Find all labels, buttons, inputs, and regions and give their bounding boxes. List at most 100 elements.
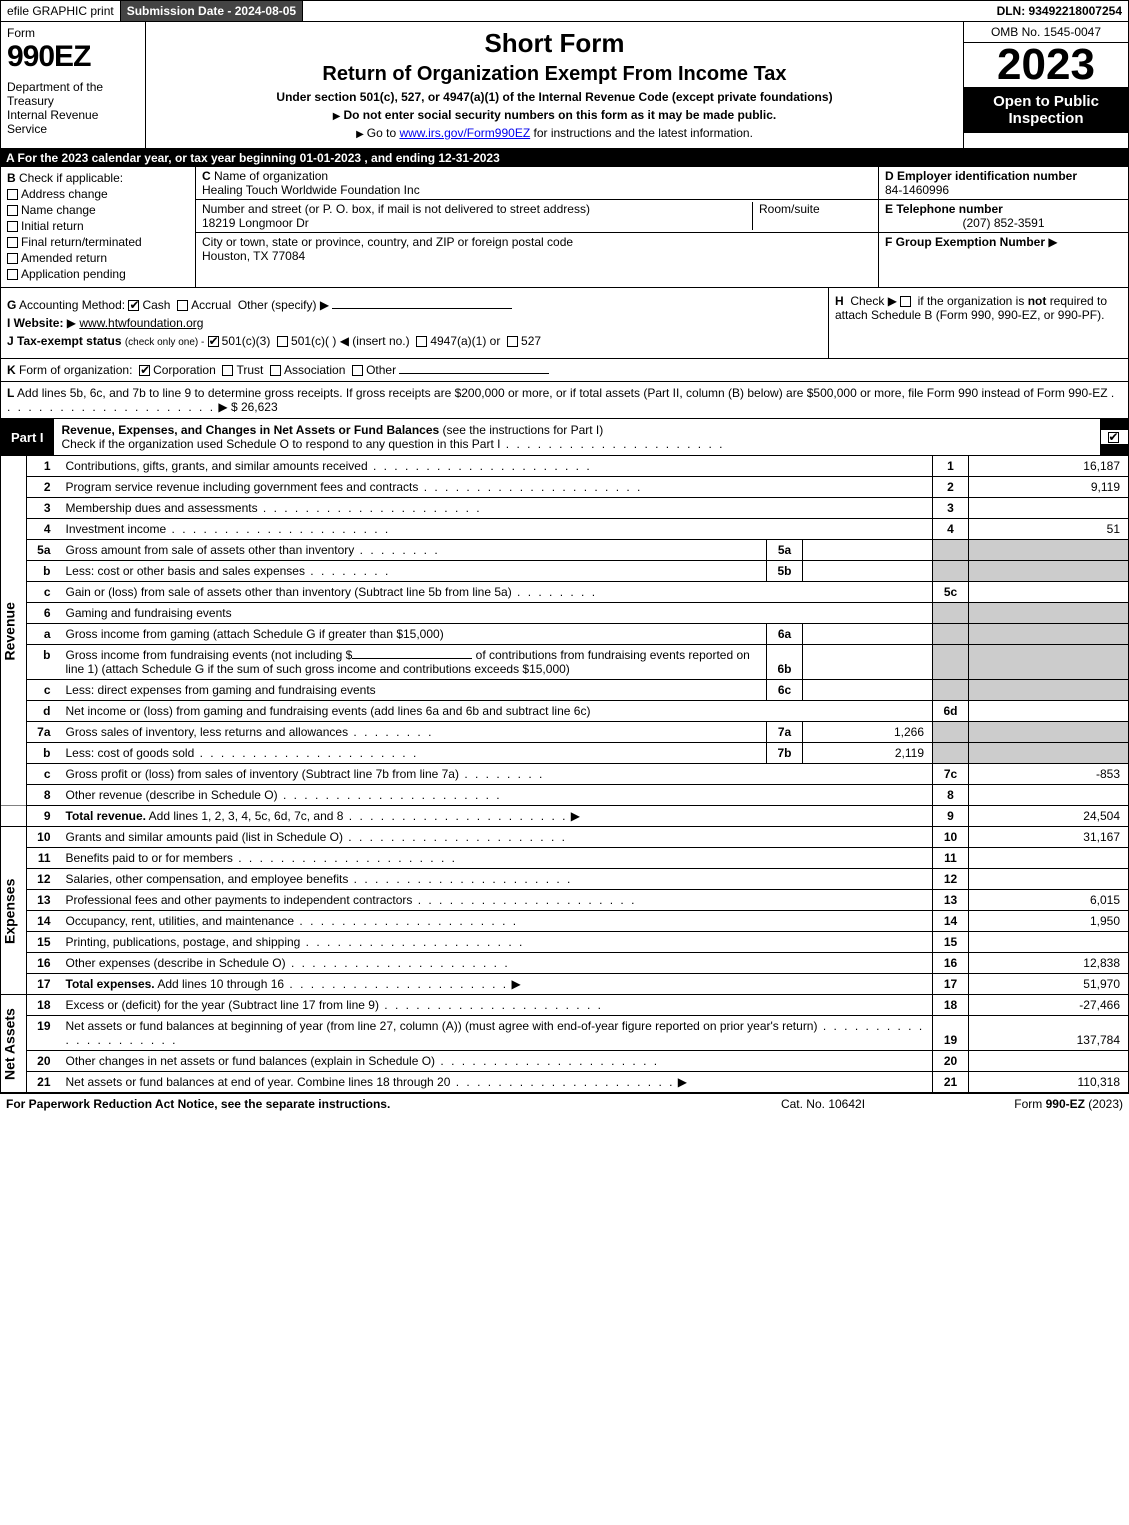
line-refnum: 8	[933, 785, 969, 806]
line-num: 21	[27, 1072, 61, 1093]
line-refnum: 5c	[933, 582, 969, 603]
line-value: 110,318	[969, 1072, 1129, 1093]
header-center: Short Form Return of Organization Exempt…	[146, 22, 963, 148]
line-subval: 1,266	[803, 722, 933, 743]
ssn-warning: Do not enter social security numbers on …	[154, 108, 955, 122]
line-num: 16	[27, 953, 61, 974]
section-b: B Check if applicable: Address change Na…	[1, 167, 196, 287]
checkbox-icon	[7, 253, 18, 264]
submission-date-label: Submission Date - 2024-08-05	[121, 1, 303, 21]
line-value: 9,119	[969, 477, 1129, 498]
checkbox-527[interactable]	[507, 336, 518, 347]
h-label: H	[835, 294, 844, 308]
checkbox-accrual[interactable]	[177, 300, 188, 311]
line-value: -853	[969, 764, 1129, 785]
part1-checkbox-cell	[1100, 430, 1128, 444]
line-refnum: 14	[933, 911, 969, 932]
line-desc: Gross income from fundraising events (no…	[61, 645, 767, 680]
side-blank	[1, 806, 27, 827]
form-number: 990EZ	[7, 40, 139, 74]
line-subval	[803, 680, 933, 701]
k-label: K	[7, 363, 16, 377]
line-refnum: 18	[933, 995, 969, 1016]
line-num: 14	[27, 911, 61, 932]
line-subnum: 5b	[767, 561, 803, 582]
footer-right: Form 990-EZ (2023)	[923, 1097, 1123, 1111]
line-refnum: 1	[933, 456, 969, 477]
line-desc: Total expenses. Add lines 10 through 16 …	[61, 974, 933, 995]
line-num: 15	[27, 932, 61, 953]
opt-amended-return[interactable]: Amended return	[7, 251, 189, 265]
opt-address-change[interactable]: Address change	[7, 187, 189, 201]
expenses-side-label: Expenses	[1, 827, 27, 995]
line-value: -27,466	[969, 995, 1129, 1016]
form-subtitle: Under section 501(c), 527, or 4947(a)(1)…	[154, 90, 955, 104]
line-desc: Total revenue. Add lines 1, 2, 3, 4, 5c,…	[61, 806, 933, 827]
public-inspection-label: Open to Public Inspection	[964, 87, 1128, 133]
efile-print-label[interactable]: efile GRAPHIC print	[1, 1, 121, 21]
line-num: b	[27, 645, 61, 680]
line-desc: Gross sales of inventory, less returns a…	[61, 722, 767, 743]
checkbox-4947[interactable]	[416, 336, 427, 347]
checkbox-other-org[interactable]	[352, 365, 363, 376]
opt-name-change[interactable]: Name change	[7, 203, 189, 217]
section-ghij: G Accounting Method: Cash Accrual Other …	[0, 288, 1129, 359]
line-value: 6,015	[969, 890, 1129, 911]
netassets-side-label: Net Assets	[1, 995, 27, 1093]
checkbox-cash[interactable]	[128, 300, 139, 311]
line-desc: Gaming and fundraising events	[61, 603, 933, 624]
checkbox-501c3[interactable]	[208, 336, 219, 347]
line-subval	[803, 645, 933, 680]
line-value	[969, 932, 1129, 953]
line-subval	[803, 624, 933, 645]
line-desc: Program service revenue including govern…	[61, 477, 933, 498]
shaded-cell	[933, 540, 969, 561]
b-check-label: Check if applicable:	[19, 171, 123, 185]
street-label: Number and street (or P. O. box, if mail…	[202, 202, 590, 216]
part1-table: Revenue 1 Contributions, gifts, grants, …	[0, 456, 1129, 1093]
line-num: c	[27, 582, 61, 603]
line-num: 11	[27, 848, 61, 869]
line-value	[969, 869, 1129, 890]
g-text: Accounting Method:	[19, 298, 125, 312]
shaded-cell	[969, 540, 1129, 561]
opt-initial-return[interactable]: Initial return	[7, 219, 189, 233]
header-right: OMB No. 1545-0047 2023 Open to Public In…	[963, 22, 1128, 148]
checkbox-501c[interactable]	[277, 336, 288, 347]
line-desc: Professional fees and other payments to …	[61, 890, 933, 911]
checkbox-corp[interactable]	[139, 365, 150, 376]
line-value	[969, 785, 1129, 806]
line-refnum: 13	[933, 890, 969, 911]
line-desc: Net income or (loss) from gaming and fun…	[61, 701, 933, 722]
line-subnum: 6b	[767, 645, 803, 680]
shaded-cell	[933, 645, 969, 680]
line-num: b	[27, 743, 61, 764]
form-title-1: Short Form	[154, 28, 955, 59]
phone-value: (207) 852-3591	[885, 216, 1122, 230]
line-desc: Gross profit or (loss) from sales of inv…	[61, 764, 933, 785]
opt-application-pending[interactable]: Application pending	[7, 267, 189, 281]
line-value: 16,187	[969, 456, 1129, 477]
instructions-link-line: Go to www.irs.gov/Form990EZ for instruct…	[154, 126, 955, 140]
line-refnum: 12	[933, 869, 969, 890]
checkbox-schedule-o[interactable]	[1108, 432, 1119, 443]
city-label: City or town, state or province, country…	[202, 235, 573, 249]
checkbox-icon	[7, 269, 18, 280]
irs-link[interactable]: www.irs.gov/Form990EZ	[399, 126, 530, 140]
line-subnum: 6a	[767, 624, 803, 645]
l-label: L	[7, 386, 14, 400]
checkbox-trust[interactable]	[222, 365, 233, 376]
line-value: 51	[969, 519, 1129, 540]
line-num: d	[27, 701, 61, 722]
checkbox-assoc[interactable]	[270, 365, 281, 376]
line-num: c	[27, 764, 61, 785]
line-value	[969, 701, 1129, 722]
line-num: c	[27, 680, 61, 701]
line-refnum: 4	[933, 519, 969, 540]
line-value	[969, 582, 1129, 603]
opt-final-return[interactable]: Final return/terminated	[7, 235, 189, 249]
checkbox-h[interactable]	[900, 296, 911, 307]
part1-header: Part I Revenue, Expenses, and Changes in…	[0, 419, 1129, 456]
website-value[interactable]: www.htwfoundation.org	[79, 316, 203, 330]
checkbox-icon	[7, 237, 18, 248]
